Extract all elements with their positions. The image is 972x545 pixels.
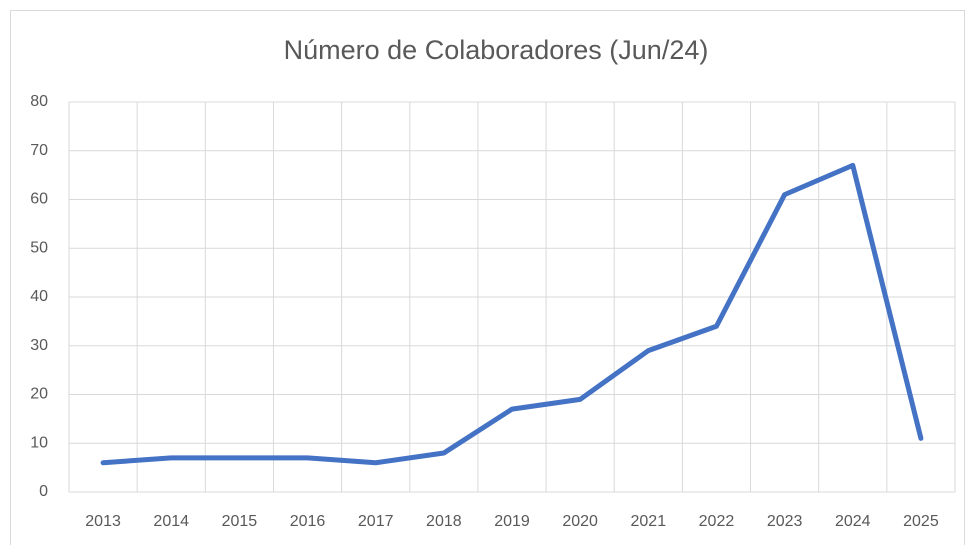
y-tick-label: 60 [30, 191, 48, 208]
y-tick-label: 0 [39, 483, 48, 500]
x-tick-label: 2024 [835, 513, 871, 530]
x-tick-label: 2014 [153, 513, 189, 530]
y-tick-label: 10 [30, 434, 48, 451]
y-tick-label: 50 [30, 239, 48, 256]
y-tick-label: 20 [30, 386, 48, 403]
x-tick-label: 2016 [290, 513, 326, 530]
x-tick-label: 2025 [903, 513, 939, 530]
x-tick-label: 2023 [767, 513, 803, 530]
y-tick-label: 40 [30, 288, 48, 305]
chart-title: Número de Colaboradores (Jun/24) [284, 35, 709, 65]
data-line [100, 162, 924, 466]
x-tick-label: 2018 [426, 513, 462, 530]
x-tick-label: 2020 [562, 513, 598, 530]
x-tick-label: 2022 [699, 513, 735, 530]
x-tick-label: 2021 [631, 513, 667, 530]
y-tick-label: 30 [30, 337, 48, 354]
x-tick-label: 2013 [85, 513, 121, 530]
x-tick-label: 2015 [222, 513, 258, 530]
y-tick-label: 70 [30, 142, 48, 159]
x-tick-label: 2017 [358, 513, 394, 530]
y-tick-label: 80 [30, 93, 48, 110]
x-tick-label: 2019 [494, 513, 530, 530]
chart-frame [10, 10, 965, 545]
